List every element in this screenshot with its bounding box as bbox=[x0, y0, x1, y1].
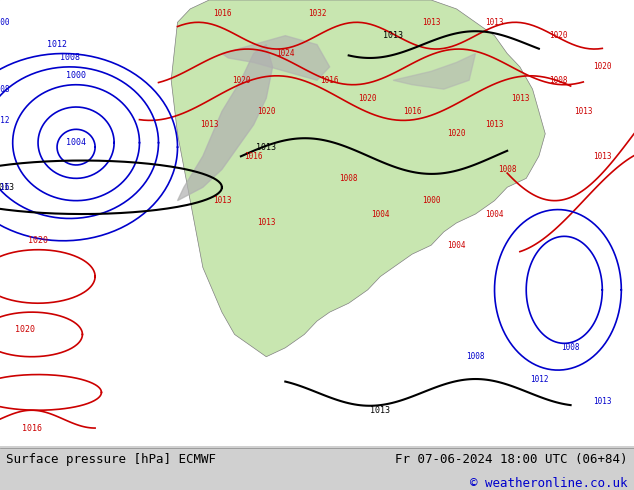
Text: 1008: 1008 bbox=[60, 53, 80, 62]
Text: 1008: 1008 bbox=[561, 343, 580, 352]
Text: 1000: 1000 bbox=[66, 71, 86, 80]
Text: 1016: 1016 bbox=[212, 9, 231, 18]
Text: 1016: 1016 bbox=[320, 76, 339, 85]
Polygon shape bbox=[393, 53, 476, 89]
Text: 1020: 1020 bbox=[447, 129, 466, 138]
Text: 1013: 1013 bbox=[212, 196, 231, 205]
Text: 1013: 1013 bbox=[200, 121, 219, 129]
Text: 1008: 1008 bbox=[466, 352, 485, 361]
Text: 1008: 1008 bbox=[0, 85, 10, 94]
Text: 1020: 1020 bbox=[257, 107, 276, 116]
Text: 1012: 1012 bbox=[529, 374, 548, 384]
Text: 1013: 1013 bbox=[574, 107, 593, 116]
Text: 1020: 1020 bbox=[28, 236, 48, 245]
Text: 1016: 1016 bbox=[403, 107, 422, 116]
Text: 1013: 1013 bbox=[510, 94, 529, 102]
Text: 1013: 1013 bbox=[422, 18, 441, 27]
Text: 1013: 1013 bbox=[593, 151, 612, 161]
Text: 1020: 1020 bbox=[15, 325, 36, 335]
Text: 1020: 1020 bbox=[358, 94, 377, 102]
Text: 1000: 1000 bbox=[422, 196, 441, 205]
Text: 1013: 1013 bbox=[0, 183, 14, 192]
Text: 1012: 1012 bbox=[47, 40, 67, 49]
Text: © weatheronline.co.uk: © weatheronline.co.uk bbox=[470, 477, 628, 490]
Polygon shape bbox=[222, 36, 330, 80]
Text: 1013: 1013 bbox=[383, 31, 403, 40]
Text: 1004: 1004 bbox=[66, 138, 86, 147]
Text: 1013: 1013 bbox=[256, 143, 276, 151]
Text: 1020: 1020 bbox=[593, 62, 612, 72]
Text: 1012: 1012 bbox=[0, 116, 10, 125]
Text: 1008: 1008 bbox=[548, 76, 567, 85]
Text: 1013: 1013 bbox=[593, 397, 612, 406]
Polygon shape bbox=[171, 0, 545, 357]
Text: 1020: 1020 bbox=[231, 76, 250, 85]
Polygon shape bbox=[178, 45, 273, 201]
Text: 1016: 1016 bbox=[0, 183, 10, 192]
Text: 1024: 1024 bbox=[276, 49, 295, 58]
Text: 1016: 1016 bbox=[22, 423, 42, 433]
Text: 1008: 1008 bbox=[498, 165, 517, 174]
Text: 1013: 1013 bbox=[370, 406, 391, 415]
Text: 1008: 1008 bbox=[339, 174, 358, 183]
Text: 1032: 1032 bbox=[307, 9, 327, 18]
Text: 1016: 1016 bbox=[244, 151, 263, 161]
Text: 1013: 1013 bbox=[257, 219, 276, 227]
Text: Fr 07-06-2024 18:00 UTC (06+84): Fr 07-06-2024 18:00 UTC (06+84) bbox=[395, 453, 628, 466]
Text: 1004: 1004 bbox=[447, 241, 466, 250]
Text: 1013: 1013 bbox=[485, 18, 504, 27]
Text: Surface pressure [hPa] ECMWF: Surface pressure [hPa] ECMWF bbox=[6, 453, 216, 466]
Text: 1004: 1004 bbox=[485, 210, 504, 219]
Text: 1000: 1000 bbox=[0, 18, 10, 27]
Text: 1020: 1020 bbox=[548, 31, 567, 40]
Text: 1004: 1004 bbox=[371, 210, 390, 219]
Text: 1013: 1013 bbox=[485, 121, 504, 129]
